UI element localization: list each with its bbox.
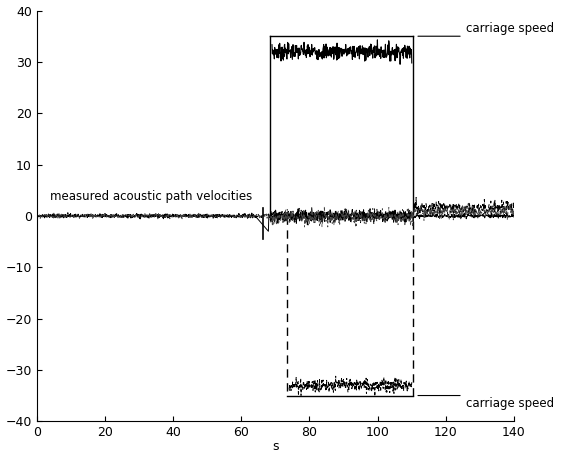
Text: measured acoustic path velocities: measured acoustic path velocities [50,190,253,203]
Text: carriage speed: carriage speed [466,397,554,410]
Text: carriage speed: carriage speed [466,22,554,35]
X-axis label: s: s [272,441,279,453]
